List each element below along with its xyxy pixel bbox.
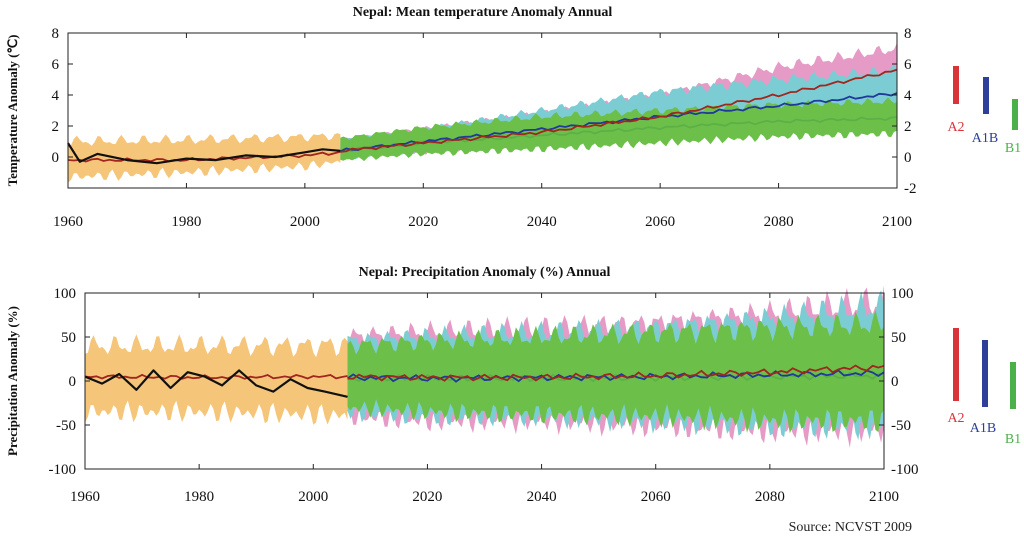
y-tick-label-right: -50 [891, 418, 911, 434]
legend-bar-b1 [1012, 99, 1018, 130]
temperature-legend: A2 A1B B1 [947, 66, 1021, 156]
legend-label-a1b: A1B [972, 131, 998, 146]
y-tick-label-right: -100 [891, 462, 919, 478]
y-axis-title: Temperature Anomaly (℃) [5, 35, 20, 187]
x-tick-label: 2020 [412, 489, 442, 505]
y-tick-label-left: 50 [61, 330, 76, 346]
legend-bar-a1b [982, 340, 988, 407]
historical-band [68, 133, 341, 183]
y-tick-label-left: -50 [56, 418, 76, 434]
mean-line-a2 [340, 68, 898, 153]
legend-label-b1: B1 [1005, 432, 1021, 447]
precipitation-legend: A2 A1B B1 [947, 328, 1021, 447]
legend-bar-a1b [983, 77, 989, 114]
y-tick-label-left: 4 [52, 88, 60, 104]
observed-line [84, 369, 348, 398]
y-axis-title: Precipitation Anomaly (%) [5, 306, 20, 456]
precipitation-chart: Nepal: Precipitation Anomaly (%) Annual P… [5, 265, 919, 505]
band-b1 [347, 309, 884, 434]
y-tick-label-right: 50 [891, 330, 906, 346]
historical-band [85, 334, 348, 425]
y-tick-label-right: 100 [891, 286, 914, 302]
plot-frame [67, 32, 898, 189]
legend-label-a2: A2 [947, 411, 964, 426]
y-tick-label-right: 2 [904, 119, 912, 135]
legend-label-a2: A2 [947, 120, 964, 135]
x-tick-label: 1980 [184, 489, 214, 505]
x-tick-label: 2060 [641, 489, 671, 505]
y-tick-label-right: 6 [904, 57, 912, 73]
x-tick-label: 2100 [869, 489, 899, 505]
x-tick-label: 2020 [408, 214, 438, 230]
legend-label-b1: B1 [1005, 141, 1021, 156]
source-note: Source: NCVST 2009 [788, 520, 912, 535]
y-tick-label-left: 0 [69, 374, 77, 390]
x-tick-label: 2080 [755, 489, 785, 505]
y-tick-label-right: 0 [904, 150, 912, 166]
y-tick-label-left: 0 [52, 150, 60, 166]
observed-line [67, 142, 341, 165]
y-tick-label-right: 0 [891, 374, 899, 390]
mean-line-b1 [347, 371, 885, 383]
y-tick-label-left: 100 [54, 286, 77, 302]
x-tick-label: 2040 [527, 489, 557, 505]
y-tick-label-right: 8 [904, 26, 912, 42]
legend-bar-a2 [953, 328, 959, 401]
y-tick-label-left: -100 [49, 462, 77, 478]
y-tick-label-right: -2 [904, 181, 917, 197]
y-tick-label-right: 4 [904, 88, 912, 104]
x-tick-label: 2060 [645, 214, 675, 230]
legend-bar-b1 [1010, 362, 1016, 409]
x-tick-label: 2080 [764, 214, 794, 230]
x-tick-label: 1960 [53, 214, 83, 230]
y-tick-label-left: 8 [52, 26, 60, 42]
x-tick-label: 2040 [527, 214, 557, 230]
x-tick-label: 1960 [70, 489, 100, 505]
chart-title: Nepal: Mean temperature Anomaly Annual [353, 5, 613, 20]
historical-mean-line [84, 373, 348, 380]
legend-bar-a2 [953, 66, 959, 104]
mean-line-a2 [347, 364, 885, 382]
x-tick-label: 2000 [290, 214, 320, 230]
x-tick-label: 1980 [171, 214, 201, 230]
legend-label-a1b: A1B [970, 421, 996, 436]
mean-line-b1 [340, 116, 898, 153]
mean-line-a1b [340, 92, 898, 153]
x-tick-label: 2100 [882, 214, 912, 230]
y-tick-label-left: 2 [52, 119, 60, 135]
x-tick-label: 2000 [298, 489, 328, 505]
temperature-chart: Nepal: Mean temperature Anomaly Annual Te… [5, 5, 917, 230]
y-tick-label-left: 6 [52, 57, 60, 73]
chart-title: Nepal: Precipitation Anomaly (%) Annual [359, 265, 611, 280]
